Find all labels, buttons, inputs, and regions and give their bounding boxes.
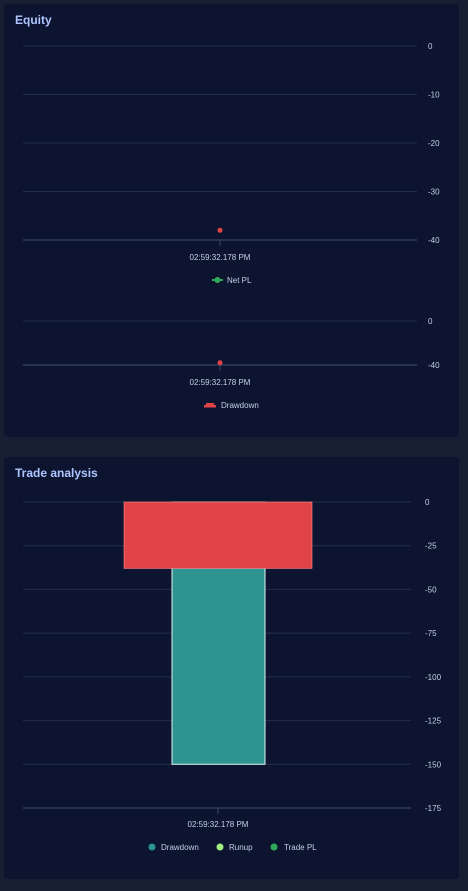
equity-charts: 0 -10 -20 -30 -40 02:59:32.178 PM Net PL 0 -40 02… bbox=[23, 42, 440, 410]
y-tick-label: 0 bbox=[428, 42, 433, 51]
legend-net-pl-label: Net PL bbox=[227, 276, 252, 285]
y-tick-label: -20 bbox=[428, 139, 440, 148]
x-tick-label: 02:59:32.178 PM bbox=[190, 378, 251, 387]
legend-net-pl-marker bbox=[214, 277, 221, 283]
legend-trade-pl-label: Trade PL bbox=[284, 843, 317, 852]
equity-panel: Equity 0 -10 -20 -30 -40 02:59:32.178 PM Net P… bbox=[4, 4, 459, 437]
equity-title: Equity bbox=[15, 13, 52, 27]
y-tick-label: -40 bbox=[428, 361, 440, 370]
y-tick-label: -50 bbox=[425, 585, 437, 594]
legend-runup-marker bbox=[216, 843, 224, 851]
net-pl-point bbox=[217, 227, 223, 233]
trade-analysis-chart: 0 -25 -50 -75 -100 -125 -150 -175 02:59:32.178 P… bbox=[23, 498, 442, 852]
legend-drawdown-label: Drawdown bbox=[221, 401, 259, 410]
y-tick-label: -10 bbox=[428, 91, 440, 100]
x-tick-label: 02:59:32.178 PM bbox=[188, 820, 249, 829]
legend-runup-label: Runup bbox=[229, 843, 253, 852]
y-tick-label: 0 bbox=[428, 317, 433, 326]
y-tick-label: -125 bbox=[425, 717, 442, 726]
y-tick-label: -30 bbox=[428, 188, 440, 197]
y-tick-label: -75 bbox=[425, 629, 437, 638]
x-tick-label: 02:59:32.178 PM bbox=[190, 253, 251, 262]
legend-drawdown-label: Drawdown bbox=[161, 843, 199, 852]
y-tick-label: -150 bbox=[425, 760, 442, 769]
legend-drawdown-marker bbox=[148, 843, 156, 851]
trade-analysis-title: Trade analysis bbox=[15, 466, 98, 480]
y-tick-label: -175 bbox=[425, 804, 442, 813]
legend-drawdown-marker bbox=[204, 403, 216, 408]
y-tick-label: 0 bbox=[425, 498, 430, 507]
drawdown-point bbox=[217, 360, 223, 366]
trade-pl-bar bbox=[123, 501, 313, 569]
y-tick-label: -40 bbox=[428, 236, 440, 245]
y-tick-label: -25 bbox=[425, 542, 437, 551]
y-tick-label: -100 bbox=[425, 673, 442, 682]
legend-trade-pl-marker bbox=[270, 843, 278, 851]
trade-analysis-panel: Trade analysis 0 -25 -50 -75 -100 -125 -150 -17… bbox=[4, 457, 459, 879]
